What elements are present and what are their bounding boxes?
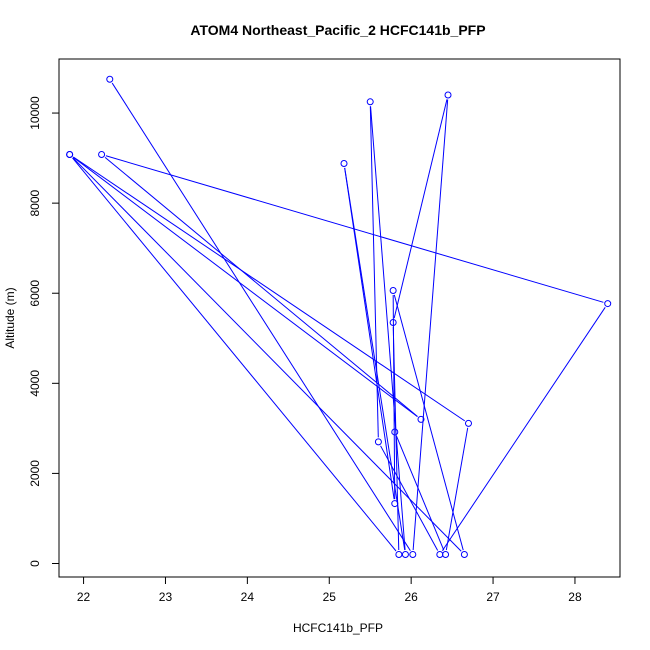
- x-axis: 22 23 24 25 26 27 28: [77, 576, 582, 604]
- x-tick-label: 25: [323, 590, 337, 604]
- x-axis-label: HCFC141b_PFP: [293, 621, 383, 635]
- data-point: [366, 98, 374, 106]
- series-segment: [344, 167, 395, 500]
- series-segment: [111, 82, 411, 551]
- series-path: [72, 82, 606, 552]
- data-point: [444, 91, 452, 99]
- data-point: [409, 550, 417, 558]
- series-segment: [72, 156, 418, 418]
- series-segment: [392, 295, 396, 500]
- data-point: [604, 300, 612, 308]
- x-tick-label: 24: [241, 590, 255, 604]
- series-segment: [370, 106, 406, 551]
- data-point: [395, 550, 403, 558]
- plot-area-frame: [58, 58, 621, 578]
- data-point: [442, 550, 450, 558]
- data-point: [401, 550, 409, 558]
- data-point: [464, 419, 472, 427]
- x-tick-label: 26: [404, 590, 418, 604]
- data-point: [374, 438, 382, 446]
- x-tick-label: 28: [568, 590, 582, 604]
- y-axis: 0 2000 4000 6000 8000 10000: [28, 96, 60, 567]
- x-tick-label: 27: [486, 590, 500, 604]
- chart-title: ATOM4 Northeast_Pacific_2 HCFC141b_PFP: [190, 22, 485, 38]
- series-segment: [72, 157, 462, 552]
- y-tick-label: 10000: [28, 96, 42, 130]
- x-tick-label: 22: [77, 590, 91, 604]
- data-point: [389, 319, 397, 327]
- y-tick-label: 0: [28, 560, 42, 567]
- series-segment: [72, 157, 397, 552]
- data-point: [340, 160, 348, 168]
- series-segment: [73, 156, 466, 422]
- series-segment: [412, 99, 449, 551]
- y-tick-label: 2000: [28, 460, 42, 487]
- series-markers: [66, 75, 612, 558]
- data-point: [389, 287, 397, 295]
- data-point: [417, 415, 425, 423]
- data-point: [436, 550, 444, 558]
- data-point: [460, 550, 468, 558]
- data-point: [391, 428, 399, 436]
- data-point: [106, 75, 114, 83]
- data-point: [66, 150, 74, 158]
- data-point: [391, 500, 399, 508]
- data-point: [98, 150, 106, 158]
- y-tick-label: 6000: [28, 280, 42, 307]
- series-segment: [396, 435, 445, 551]
- y-tick-label: 4000: [28, 370, 42, 397]
- x-tick-label: 23: [159, 590, 173, 604]
- y-tick-label: 8000: [28, 189, 42, 216]
- series-segment: [441, 307, 606, 552]
- series-segment: [393, 294, 464, 551]
- y-axis-label: Altitude (m): [3, 287, 17, 348]
- series-segment: [393, 99, 448, 319]
- series-segment: [445, 427, 469, 551]
- series-segment: [104, 156, 418, 417]
